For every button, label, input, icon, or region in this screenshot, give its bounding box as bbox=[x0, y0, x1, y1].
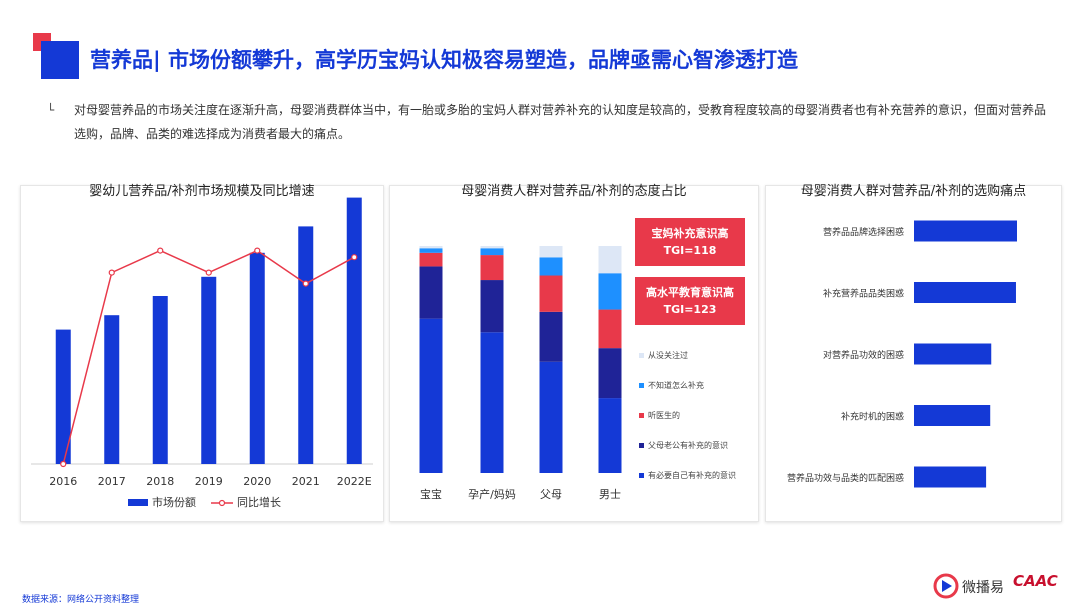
stack-segment-男士 bbox=[598, 398, 622, 473]
logo-text: 微播易 bbox=[962, 580, 1004, 596]
yoy-point-2022E bbox=[351, 254, 358, 261]
stack-segment-父母 bbox=[539, 246, 563, 258]
x-tick-label: 2020 bbox=[243, 475, 271, 488]
x-tick-label: 宝宝 bbox=[420, 487, 442, 501]
stack-segment-宝宝 bbox=[419, 318, 443, 473]
stack-segment-孕产/妈妈 bbox=[480, 332, 504, 473]
hbar-4 bbox=[914, 466, 987, 488]
bar-2016 bbox=[55, 329, 71, 464]
yoy-point-2019 bbox=[205, 269, 212, 276]
stack-segment-男士 bbox=[598, 246, 622, 274]
legend-swatch-growth-dot bbox=[218, 499, 226, 507]
legend-swatch-market bbox=[128, 499, 148, 506]
bullet-mark: └ bbox=[47, 103, 55, 117]
legend-label-growth: 同比增长 bbox=[237, 495, 281, 509]
pain-points-chart-panel: 母婴消费人群对营养品/补剂的选购痛点 营养品品牌选择困惑 补充营养品品类困惑 对营养… bbox=[765, 184, 1062, 522]
hbar-2 bbox=[914, 343, 992, 365]
y-tick-label: 补充营养品品类困惑 bbox=[823, 288, 904, 300]
weiboyi-logo: 微播易 bbox=[932, 570, 1010, 606]
yoy-point-2016 bbox=[60, 460, 67, 468]
stack-segment-宝宝 bbox=[419, 252, 443, 267]
tgi-annotation-box bbox=[635, 218, 745, 266]
pain-points-chart: 营养品品牌选择困惑补充营养品品类困惑对营养品功效的困惑补充时机的困惑营养品功效与… bbox=[787, 220, 1017, 488]
chart-title: 母婴消费人群对营养品/补剂的选购痛点 bbox=[800, 184, 1027, 199]
stack-segment-父母 bbox=[539, 311, 563, 362]
stack-segment-孕产/妈妈 bbox=[480, 255, 504, 281]
stack-segment-男士 bbox=[598, 273, 622, 310]
x-tick-label: 2021 bbox=[292, 475, 320, 488]
tgi-annotation-value: TGI=123 bbox=[664, 303, 717, 316]
intro-paragraph: 对母婴营养品的市场关注度在逐渐升高，母婴消费群体当中，有一胎或多胎的宝妈人群对营… bbox=[74, 103, 1047, 141]
tgi-annotation-title: 高水平教育意识高 bbox=[646, 285, 734, 299]
stack-segment-孕产/妈妈 bbox=[480, 248, 504, 256]
y-tick-label: 营养品品牌选择困惑 bbox=[823, 226, 904, 238]
x-tick-label: 2022E bbox=[337, 475, 372, 488]
stack-segment-父母 bbox=[539, 257, 563, 276]
stack-segment-宝宝 bbox=[419, 246, 443, 249]
market-size-chart-panel: 婴幼儿营养品/补剂市场规模及同比增速 2016 2017 2018 2019 2020 2… bbox=[20, 184, 384, 522]
y-tick-label: 营养品功效与品类的匹配困惑 bbox=[787, 472, 904, 484]
stack-segment-宝宝 bbox=[419, 248, 443, 253]
stack-segment-孕产/妈妈 bbox=[480, 246, 504, 249]
stack-segment-男士 bbox=[598, 348, 622, 399]
y-tick-label: 补充时机的困惑 bbox=[841, 411, 904, 423]
hbar-1 bbox=[914, 282, 1016, 303]
legend-label: 有必要自己有补充的意识 bbox=[648, 470, 736, 480]
yoy-point-2021 bbox=[302, 280, 309, 287]
x-tick-label: 2017 bbox=[98, 475, 126, 488]
x-tick-label: 父母 bbox=[540, 488, 562, 501]
yoy-point-2017 bbox=[108, 269, 115, 276]
legend-swatch bbox=[639, 473, 644, 478]
x-tick-label: 2016 bbox=[49, 475, 77, 488]
stack-segment-父母 bbox=[539, 361, 563, 473]
hbar-3 bbox=[914, 405, 991, 426]
x-tick-label: 2018 bbox=[146, 475, 174, 488]
attitude-chart-panel: 母婴消费人群对营养品/补剂的态度占比 宝宝 孕产/妈妈 父母 男士 宝妈补充意识高 TGI… bbox=[389, 184, 759, 522]
yoy-point-2018 bbox=[157, 247, 164, 254]
tgi-annotation-value: TGI=118 bbox=[664, 244, 717, 257]
hbar-0 bbox=[914, 220, 1017, 242]
tgi-annotation-title: 宝妈补充意识高 bbox=[652, 226, 729, 240]
title-accent-blue-square bbox=[41, 41, 79, 79]
legend-swatch bbox=[639, 383, 644, 388]
caac-logo: CAAC bbox=[1013, 572, 1058, 590]
bar-2020 bbox=[249, 252, 265, 464]
legend-swatch bbox=[639, 353, 644, 358]
market-size-chart: 2016 2017 2018 2019 2020 2021 2022E 市场份额 同比增长 bbox=[31, 197, 373, 509]
page-title: 营养品| 市场份额攀升，高学历宝妈认知极容易塑造，品牌亟需心智渗透打造 bbox=[90, 48, 798, 72]
stack-segment-孕产/妈妈 bbox=[480, 280, 504, 333]
tgi-annotation-box bbox=[635, 277, 745, 325]
bar-2022E bbox=[346, 197, 362, 464]
stack-segment-男士 bbox=[598, 309, 622, 349]
legend-label: 父母老公有补充的意识 bbox=[648, 440, 728, 450]
legend-label-market: 市场份额 bbox=[152, 495, 196, 509]
x-tick-label: 男士 bbox=[599, 488, 621, 501]
x-tick-label: 2019 bbox=[195, 475, 223, 488]
legend-swatch bbox=[639, 443, 644, 448]
legend-label: 从没关注过 bbox=[648, 350, 688, 360]
bar-2021 bbox=[298, 226, 314, 464]
bar-2018 bbox=[152, 296, 168, 464]
stack-segment-父母 bbox=[539, 275, 563, 312]
chart-title: 母婴消费人群对营养品/补剂的态度占比 bbox=[461, 184, 687, 199]
yoy-point-2020 bbox=[254, 247, 261, 254]
bar-2017 bbox=[104, 315, 120, 464]
x-tick-label: 孕产/妈妈 bbox=[468, 487, 516, 501]
bar-2019 bbox=[201, 276, 217, 464]
legend-label: 听医生的 bbox=[648, 410, 680, 420]
data-source-note: 数据来源：网络公开资料整理 bbox=[22, 595, 140, 605]
legend-swatch bbox=[639, 413, 644, 418]
y-tick-label: 对营养品功效的困惑 bbox=[823, 349, 904, 361]
legend-label: 不知道怎么补充 bbox=[648, 380, 704, 390]
stack-segment-宝宝 bbox=[419, 266, 443, 319]
chart-title: 婴幼儿营养品/补剂市场规模及同比增速 bbox=[89, 184, 315, 199]
attitude-chart: 宝宝 孕产/妈妈 父母 男士 宝妈补充意识高 TGI=118 高水平教育意识高 TGI=123… bbox=[419, 218, 745, 501]
